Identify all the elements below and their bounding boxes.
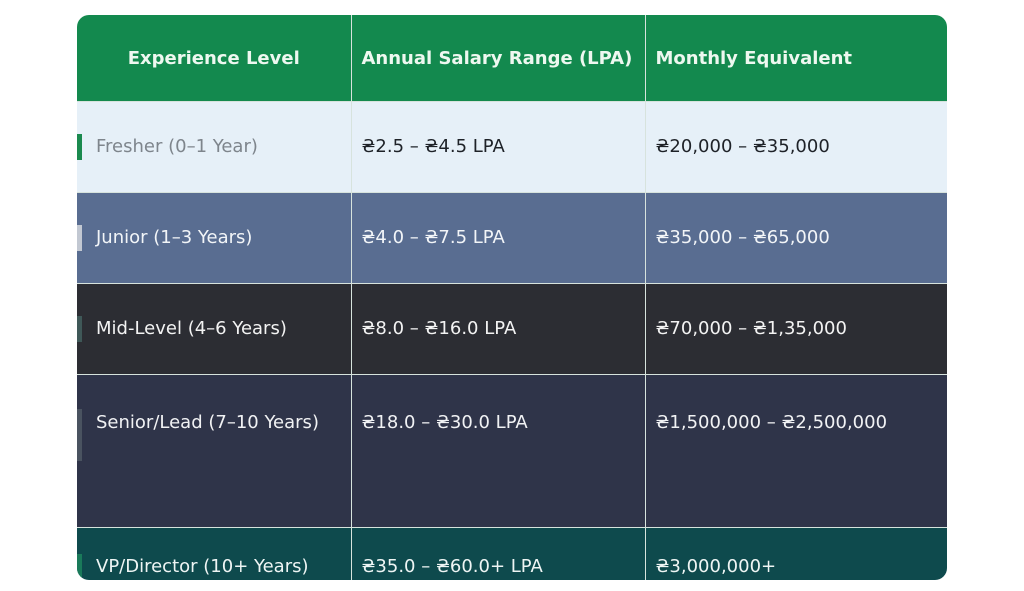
experience-level-cell: Mid-Level (4–6 Years) — [77, 283, 352, 375]
experience-level-text: Senior/Lead (7–10 Years) — [96, 412, 319, 433]
table-row-senior-lead: Senior/Lead (7–10 Years) ₴18.0 – ₴30.0 L… — [77, 374, 947, 528]
table-row-fresher: Fresher (0–1 Year) ₴2.5 – ₴4.5 LPA ₴20,0… — [77, 101, 947, 193]
experience-level-cell: VP/Director (10+ Years) — [77, 527, 352, 580]
monthly-equivalent-cell: ₴1,500,000 – ₴2,500,000 — [645, 374, 947, 528]
experience-level-cell: Junior (1–3 Years) — [77, 192, 352, 284]
row-accent-bar — [77, 409, 82, 461]
annual-salary-cell: ₴18.0 – ₴30.0 LPA — [351, 374, 646, 528]
monthly-equivalent-text: ₴70,000 – ₴1,35,000 — [655, 318, 847, 339]
row-accent-bar — [77, 554, 82, 580]
experience-level-text: VP/Director (10+ Years) — [96, 556, 309, 577]
annual-salary-text: ₴35.0 – ₴60.0+ LPA — [361, 556, 543, 577]
monthly-equivalent-text: ₴1,500,000 – ₴2,500,000 — [655, 412, 888, 433]
monthly-equivalent-cell: ₴70,000 – ₴1,35,000 — [645, 283, 947, 375]
header-annual-salary: Annual Salary Range (LPA) — [351, 15, 646, 102]
experience-level-text: Mid-Level (4–6 Years) — [96, 318, 287, 339]
table-row-junior: Junior (1–3 Years) ₴4.0 – ₴7.5 LPA ₴35,0… — [77, 192, 947, 284]
monthly-equivalent-cell: ₴20,000 – ₴35,000 — [645, 101, 947, 193]
experience-level-cell: Senior/Lead (7–10 Years) — [77, 374, 352, 528]
row-accent-bar — [77, 316, 82, 342]
table-header-row: Experience Level Annual Salary Range (LP… — [77, 15, 947, 102]
experience-level-cell: Fresher (0–1 Year) — [77, 101, 352, 193]
experience-level-text: Fresher (0–1 Year) — [96, 136, 258, 157]
monthly-equivalent-text: ₴20,000 – ₴35,000 — [655, 136, 830, 157]
monthly-equivalent-text: ₴35,000 – ₴65,000 — [655, 227, 830, 248]
salary-table: Experience Level Annual Salary Range (LP… — [77, 15, 947, 580]
row-accent-bar — [77, 225, 82, 251]
annual-salary-text: ₴4.0 – ₴7.5 LPA — [361, 227, 505, 248]
monthly-equivalent-text: ₴3,000,000+ — [655, 556, 777, 577]
table-row-mid-level: Mid-Level (4–6 Years) ₴8.0 – ₴16.0 LPA ₴… — [77, 283, 947, 375]
annual-salary-text: ₴8.0 – ₴16.0 LPA — [361, 318, 517, 339]
monthly-equivalent-cell: ₴35,000 – ₴65,000 — [645, 192, 947, 284]
annual-salary-text: ₴18.0 – ₴30.0 LPA — [361, 412, 528, 433]
table-row-vp-director: VP/Director (10+ Years) ₴35.0 – ₴60.0+ L… — [77, 527, 947, 580]
annual-salary-cell: ₴4.0 – ₴7.5 LPA — [351, 192, 646, 284]
annual-salary-cell: ₴2.5 – ₴4.5 LPA — [351, 101, 646, 193]
salary-table-grid: Experience Level Annual Salary Range (LP… — [77, 15, 947, 580]
annual-salary-cell: ₴8.0 – ₴16.0 LPA — [351, 283, 646, 375]
header-monthly-equivalent: Monthly Equivalent — [645, 15, 947, 102]
monthly-equivalent-cell: ₴3,000,000+ — [645, 527, 947, 580]
annual-salary-text: ₴2.5 – ₴4.5 LPA — [361, 136, 505, 157]
row-accent-bar — [77, 134, 82, 160]
header-experience-level: Experience Level — [77, 15, 352, 102]
annual-salary-cell: ₴35.0 – ₴60.0+ LPA — [351, 527, 646, 580]
experience-level-text: Junior (1–3 Years) — [96, 227, 253, 248]
